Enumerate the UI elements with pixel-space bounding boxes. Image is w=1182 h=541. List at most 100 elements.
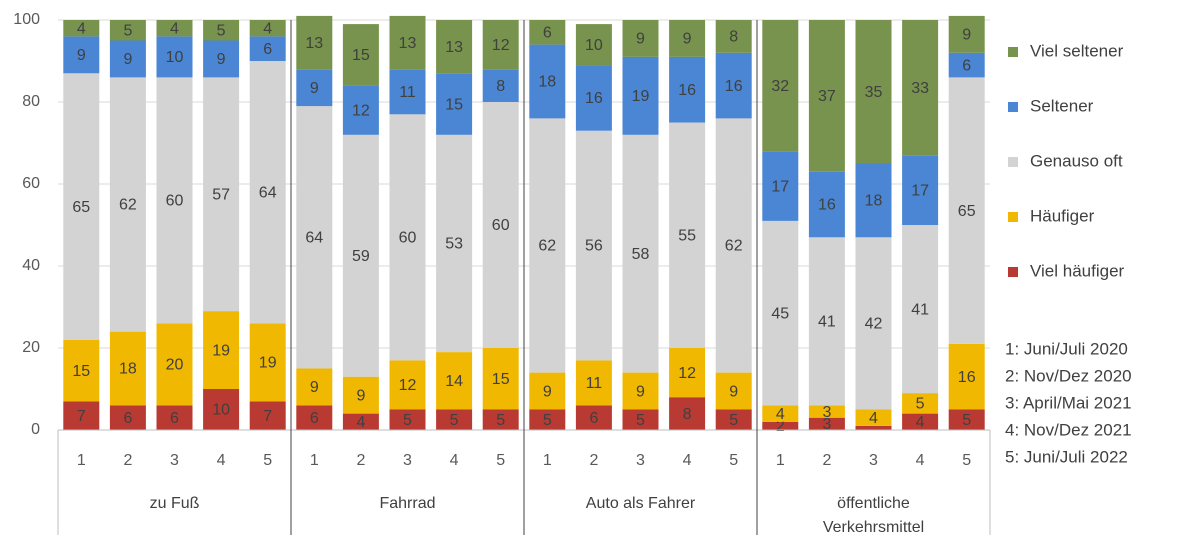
data-label: 18 xyxy=(538,74,556,91)
note: 1: Juni/Juli 2020 xyxy=(1005,339,1128,358)
bar-segment xyxy=(109,77,146,332)
bar-segment xyxy=(529,44,566,119)
bar-segment xyxy=(902,20,939,156)
bar-segment xyxy=(575,360,612,406)
bar-segment xyxy=(389,69,426,115)
data-label: 4 xyxy=(916,414,925,431)
data-label: 8 xyxy=(729,29,738,46)
bar-segment xyxy=(482,409,519,430)
bar-segment xyxy=(902,393,939,414)
bar-segment xyxy=(622,409,659,430)
legend-swatch xyxy=(1008,212,1018,222)
data-label: 19 xyxy=(632,88,650,105)
note: 4: Nov/Dez 2021 xyxy=(1005,420,1132,439)
bar-segment xyxy=(63,20,100,37)
bar-segment xyxy=(529,118,566,373)
data-label: 5 xyxy=(217,22,226,39)
data-label: 4 xyxy=(263,20,272,37)
data-label: 9 xyxy=(683,31,692,48)
data-label: 2 xyxy=(776,418,785,435)
data-label: 32 xyxy=(771,78,789,95)
bar-segment xyxy=(203,77,240,312)
bar-segment xyxy=(249,20,286,37)
bar-segment xyxy=(669,122,706,348)
bar-segment xyxy=(249,61,286,324)
data-label: 6 xyxy=(962,57,971,74)
bar-segment xyxy=(902,413,939,430)
data-label: 15 xyxy=(445,96,463,113)
data-label: 9 xyxy=(636,31,645,48)
bar-segment xyxy=(669,20,706,57)
bar-segment xyxy=(249,323,286,402)
bar-segment xyxy=(203,389,240,430)
bar-segment xyxy=(855,20,892,164)
bar-segment xyxy=(762,421,799,430)
data-label: 5 xyxy=(496,412,505,429)
data-label: 5 xyxy=(962,412,971,429)
legend-swatch xyxy=(1008,47,1018,57)
bar-segment xyxy=(715,118,752,373)
data-label: 9 xyxy=(310,379,319,396)
bar-segment xyxy=(109,405,146,430)
data-label: 4 xyxy=(170,20,179,37)
x-tick-label: 3 xyxy=(636,452,645,469)
data-label: 10 xyxy=(212,402,230,419)
bar-segment xyxy=(762,405,799,422)
bar-segment xyxy=(389,360,426,410)
data-label: 14 xyxy=(445,373,463,390)
bar-segment xyxy=(762,151,799,221)
bar-segment xyxy=(203,40,240,78)
bar-segment xyxy=(156,36,193,78)
group-label: zu Fuß xyxy=(149,495,200,512)
data-label: 9 xyxy=(636,383,645,400)
bar-segment xyxy=(808,237,845,406)
data-label: 65 xyxy=(72,199,90,216)
note: 3: April/Mai 2021 xyxy=(1005,393,1132,412)
data-label: 6 xyxy=(123,410,132,427)
data-label: 4 xyxy=(869,410,878,427)
data-label: 17 xyxy=(771,178,789,195)
data-label: 16 xyxy=(725,78,743,95)
bar-segment xyxy=(296,106,333,369)
data-label: 5 xyxy=(543,412,552,429)
data-label: 12 xyxy=(492,37,510,54)
bar-segment xyxy=(948,343,985,410)
data-label: 5 xyxy=(403,412,412,429)
bar-segment xyxy=(63,36,100,74)
data-label: 13 xyxy=(445,39,463,56)
group-label: Fahrrad xyxy=(379,495,436,512)
data-label: 12 xyxy=(399,377,417,394)
data-label: 6 xyxy=(310,410,319,427)
legend-label: Viel seltener xyxy=(1030,41,1124,60)
x-tick-label: 5 xyxy=(263,452,272,469)
bar-segment xyxy=(622,372,659,410)
bar-segment xyxy=(948,15,985,53)
x-tick-label: 2 xyxy=(822,452,831,469)
data-label: 9 xyxy=(962,27,971,44)
bar-segment xyxy=(855,237,892,410)
bar-segment xyxy=(669,56,706,123)
x-tick-label: 1 xyxy=(310,452,319,469)
bar-segment xyxy=(575,65,612,131)
bar-segment xyxy=(156,405,193,430)
bar-segment xyxy=(808,405,845,418)
x-tick-label: 3 xyxy=(403,452,412,469)
data-label: 62 xyxy=(725,238,743,255)
x-tick-label: 5 xyxy=(962,452,971,469)
x-tick-label: 2 xyxy=(589,452,598,469)
data-label: 16 xyxy=(958,369,976,386)
bar-segment xyxy=(342,85,379,135)
data-label: 7 xyxy=(77,408,86,425)
x-tick-label: 4 xyxy=(916,452,925,469)
bar-segment xyxy=(389,15,426,70)
bar-segment xyxy=(156,20,193,37)
note: 2: Nov/Dez 2020 xyxy=(1005,366,1132,385)
bar-segment xyxy=(389,409,426,430)
bar-segment xyxy=(529,372,566,410)
data-label: 15 xyxy=(352,47,370,64)
data-label: 16 xyxy=(818,197,836,214)
bar-segment xyxy=(575,405,612,430)
data-label: 5 xyxy=(916,396,925,413)
data-label: 9 xyxy=(543,383,552,400)
data-label: 18 xyxy=(119,361,137,378)
